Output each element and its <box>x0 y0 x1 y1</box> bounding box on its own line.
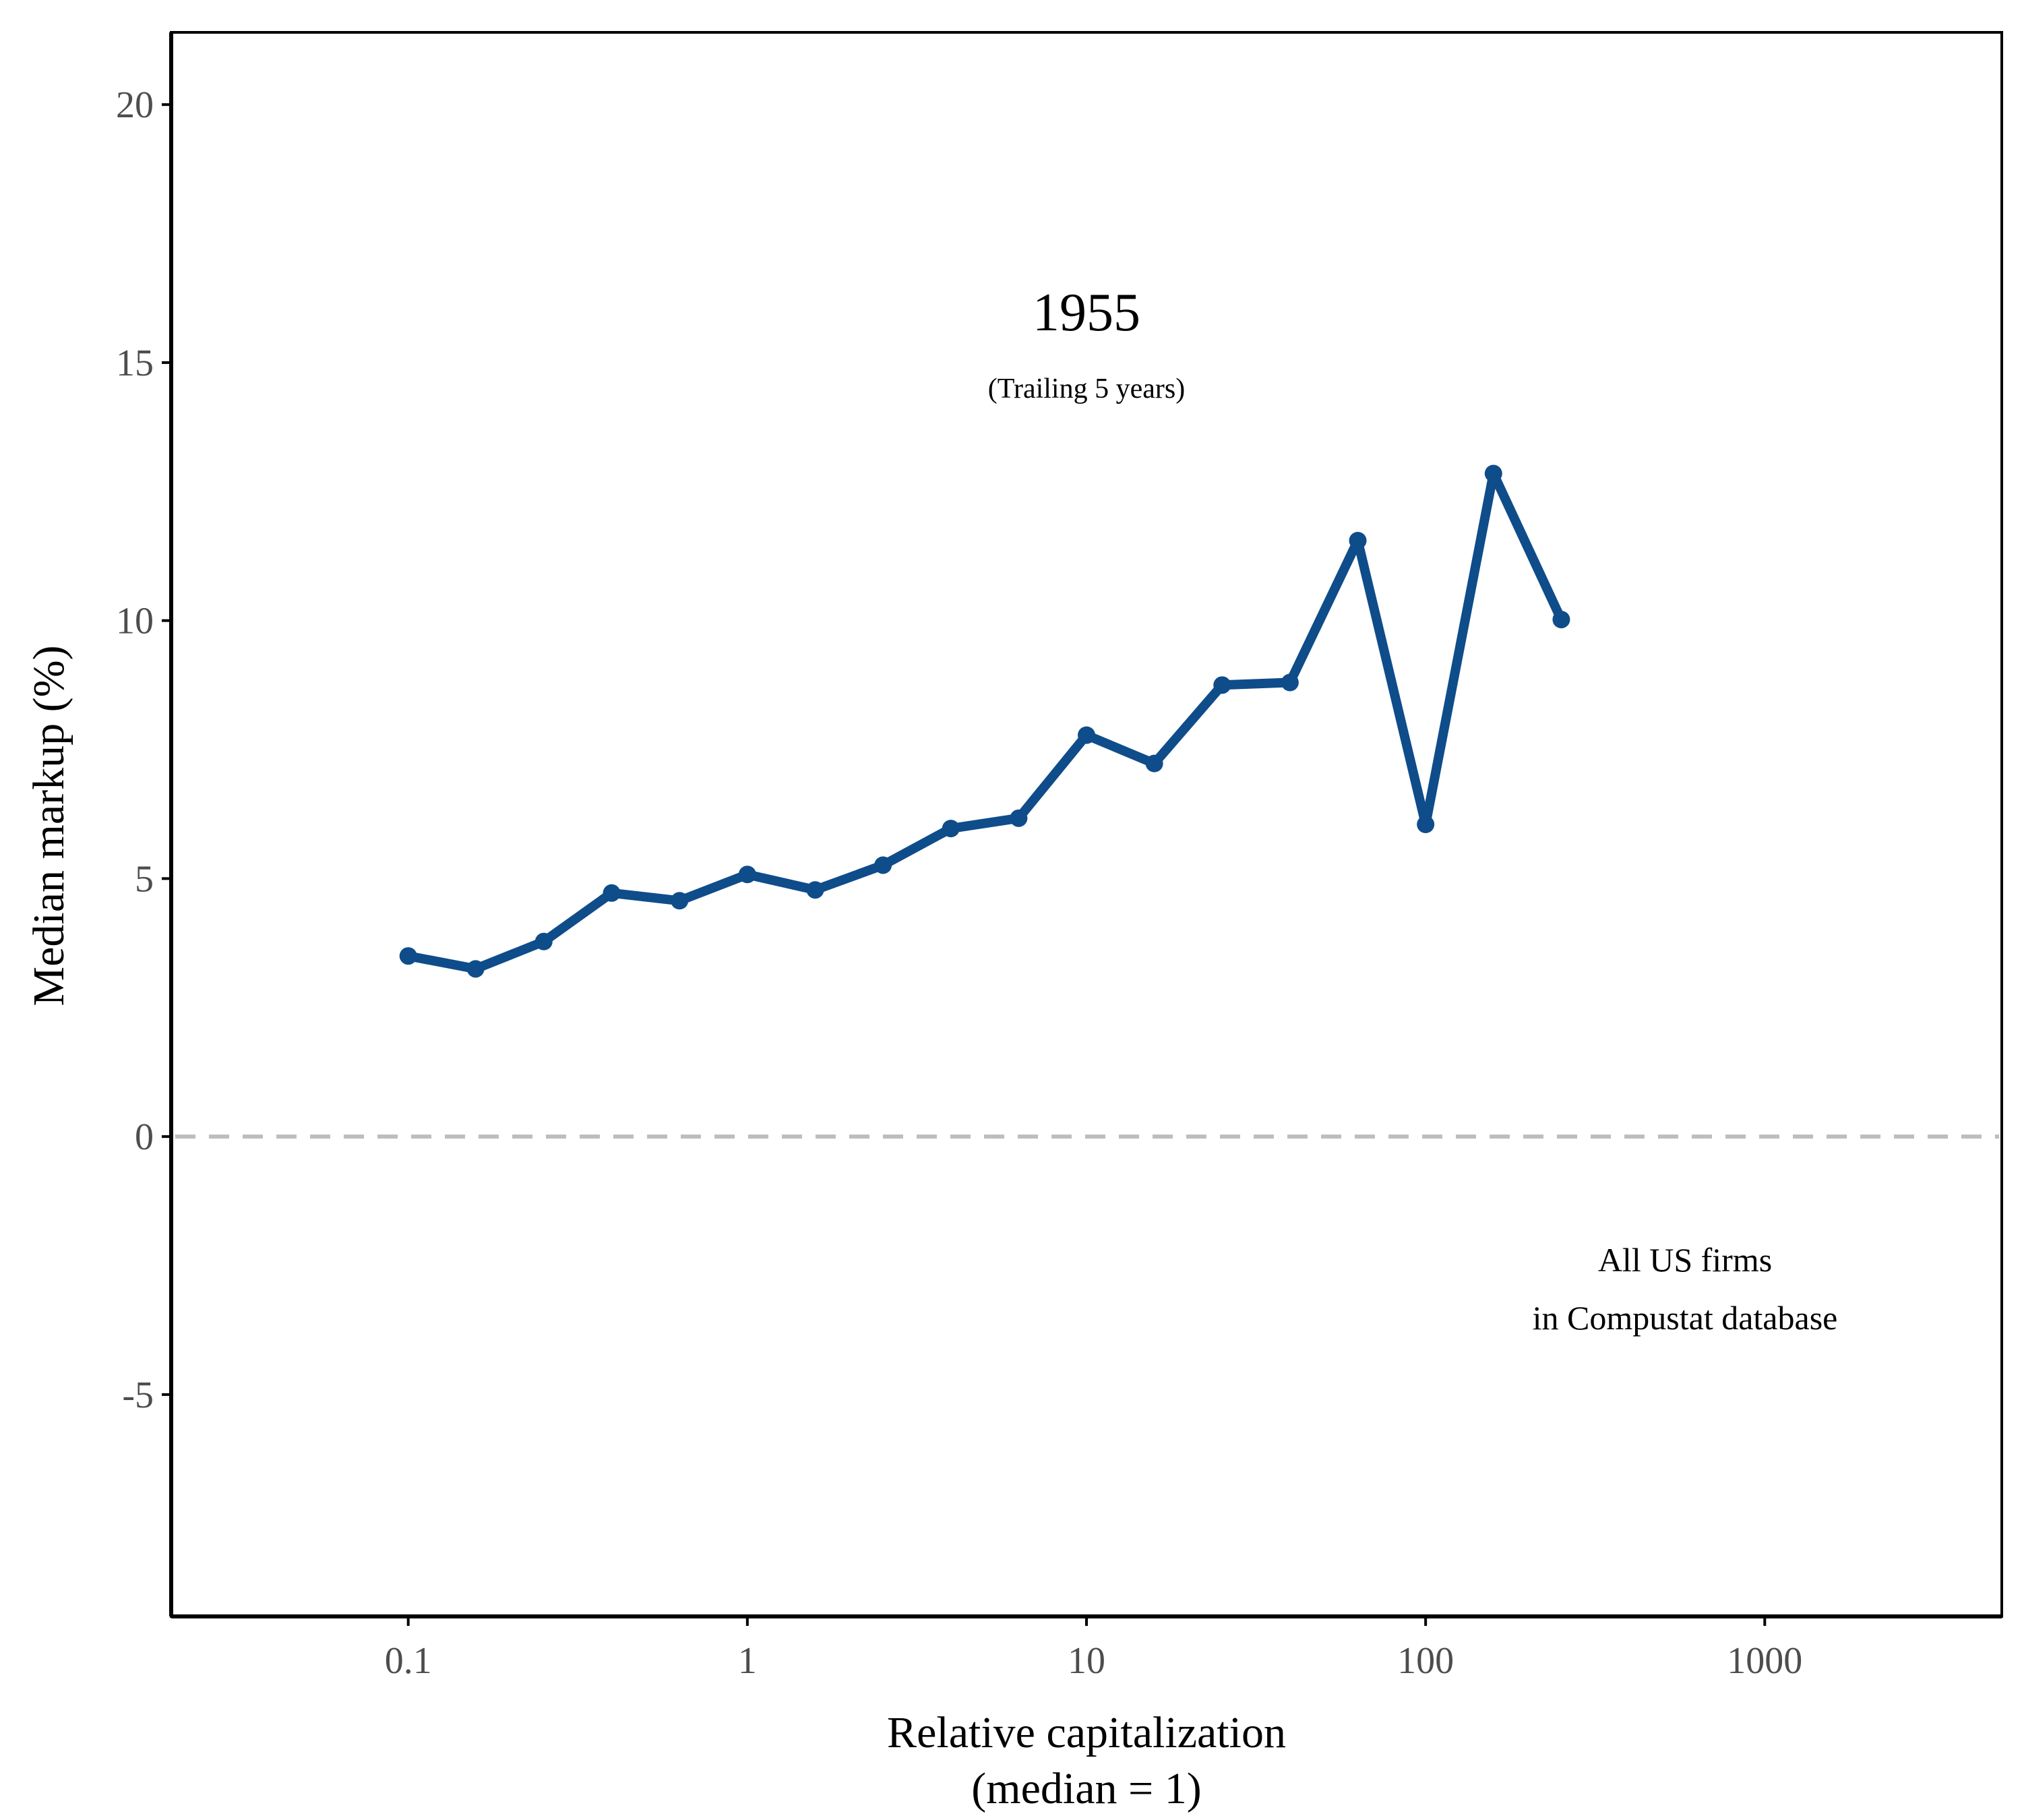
data-point <box>1010 809 1028 827</box>
data-point <box>1484 464 1502 483</box>
year-annotation: 1955 <box>1033 283 1140 342</box>
data-point <box>738 866 756 884</box>
data-point <box>399 947 417 965</box>
subtitle-annotation: (Trailing 5 years) <box>988 373 1185 404</box>
data-point <box>942 820 960 838</box>
data-point <box>671 892 689 910</box>
data-point <box>1552 611 1570 629</box>
y-tick-label: 5 <box>135 858 154 900</box>
x-tick-label: 1000 <box>1727 1640 1802 1682</box>
x-axis-title-line-2: (median = 1) <box>971 1764 1201 1813</box>
x-tick-label: 1 <box>738 1640 757 1682</box>
note-line-1: All US firms <box>1598 1241 1772 1279</box>
series-line <box>403 468 1566 974</box>
y-tick-label: 20 <box>116 84 154 126</box>
y-tick-label: 0 <box>135 1116 154 1158</box>
data-point <box>603 884 621 902</box>
tick-layer: -5 0 5 10 15 20 0.1 1 10 100 1000 <box>116 84 1802 1682</box>
data-point <box>1078 726 1095 744</box>
data-point <box>1417 816 1435 833</box>
data-point <box>1145 754 1163 772</box>
data-point <box>466 960 485 978</box>
y-axis-title: Median markup (%) <box>24 645 73 1006</box>
x-tick-label: 100 <box>1397 1640 1454 1682</box>
data-point <box>534 932 553 950</box>
data-point <box>1281 673 1299 692</box>
note-line-2: in Compustat database <box>1533 1299 1838 1337</box>
data-point <box>1349 531 1367 549</box>
x-tick-label: 0.1 <box>385 1640 432 1682</box>
data-point <box>874 856 892 874</box>
series-layer <box>399 464 1570 978</box>
data-point <box>1213 676 1231 694</box>
x-tick-label: 10 <box>1068 1640 1105 1682</box>
data-point <box>806 881 824 899</box>
y-tick-label: 10 <box>116 601 154 642</box>
y-tick-label: 15 <box>116 342 154 384</box>
x-axis-title-line-1: Relative capitalization <box>887 1708 1286 1757</box>
y-tick-label: -5 <box>122 1374 154 1416</box>
